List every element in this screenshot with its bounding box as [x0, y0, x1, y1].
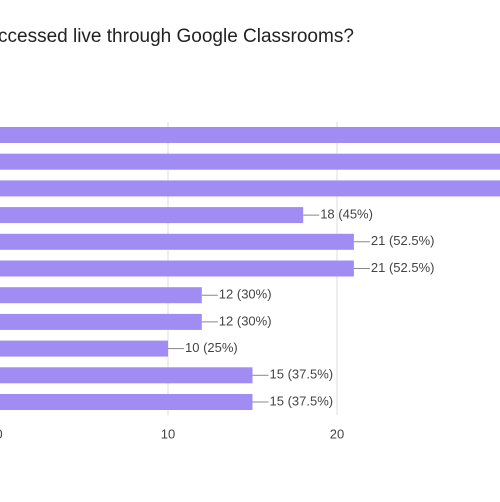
bar	[0, 153, 500, 170]
x-tick-label: 0	[0, 426, 3, 441]
bar	[0, 313, 202, 330]
bar	[0, 207, 304, 224]
bar	[0, 340, 168, 357]
bar	[0, 127, 500, 143]
value-label: 10 (25%)	[185, 340, 238, 355]
chart-title: ccessed live through Google Classrooms?	[0, 26, 354, 47]
bar	[0, 233, 354, 250]
bar	[0, 394, 253, 410]
bar	[0, 260, 354, 277]
value-label: 18 (45%)	[320, 207, 373, 222]
x-tick-label: 10	[161, 426, 175, 441]
value-label: 12 (30%)	[219, 313, 272, 328]
value-label: 12 (30%)	[219, 287, 272, 302]
bar	[0, 367, 253, 384]
value-label: 21 (52.5%)	[371, 233, 435, 248]
value-label: 15 (37.5%)	[270, 367, 334, 382]
bar	[0, 180, 500, 197]
value-label: 15 (37.5%)	[270, 393, 334, 408]
x-tick-label: 20	[330, 426, 344, 441]
bar	[0, 287, 202, 304]
value-label: 21 (52.5%)	[371, 260, 435, 275]
